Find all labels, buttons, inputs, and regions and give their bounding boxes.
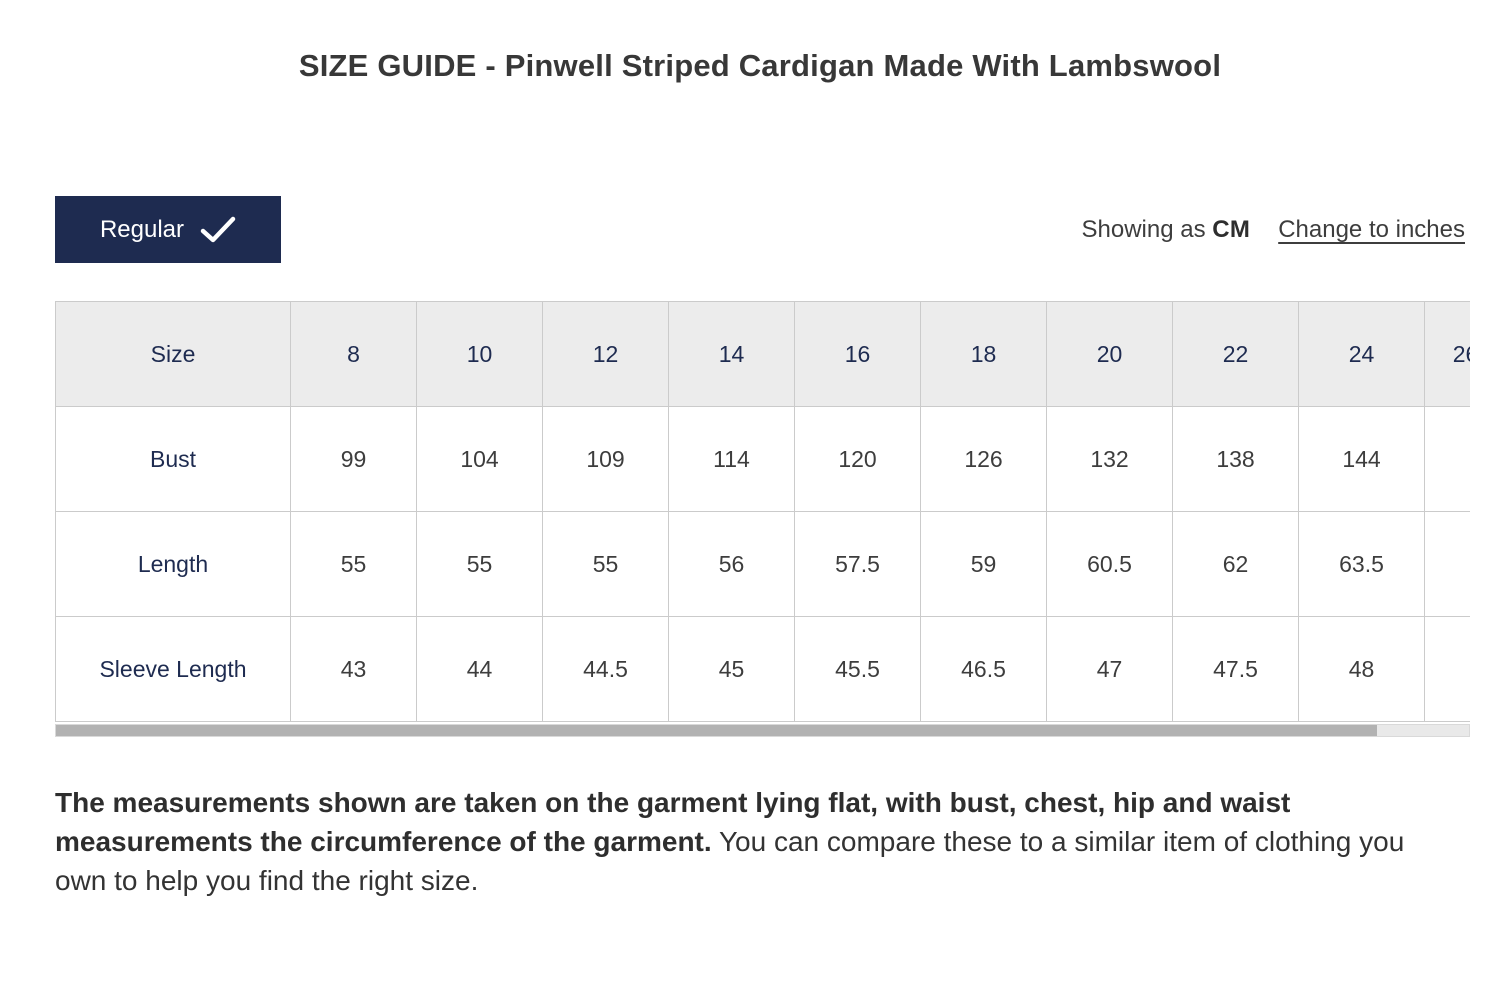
size-header-cell: 16 (794, 301, 921, 407)
size-header-cell: 14 (668, 301, 795, 407)
bust-value-cell: 109 (542, 406, 669, 512)
row-label-bust: Bust (55, 406, 291, 512)
footnote-regular-text: You can compare these to a similar item … (55, 826, 1405, 896)
unit-current: CM (1212, 215, 1251, 243)
length-value-cell: 56 (668, 511, 795, 617)
change-units-link[interactable]: Change to inches (1278, 215, 1465, 243)
sleeve-value-cell: 47 (1046, 616, 1173, 722)
size-header-cell: 22 (1172, 301, 1299, 407)
length-value-cell: 63.5 (1298, 511, 1425, 617)
sleeve-value-cell: 44.5 (542, 616, 669, 722)
length-value-cell: 62 (1172, 511, 1299, 617)
controls-row: Regular Showing as CM Change to inches (55, 196, 1465, 263)
footnote-bold-text: The measurements shown are taken on the … (55, 787, 1291, 857)
bust-value-cell: 126 (920, 406, 1047, 512)
size-header-cell: 18 (920, 301, 1047, 407)
unit-area: Showing as CM Change to inches (1082, 216, 1465, 244)
sleeve-value-cell: 45.5 (794, 616, 921, 722)
bust-value-cell (1424, 406, 1470, 512)
bust-value-cell: 120 (794, 406, 921, 512)
bust-value-cell: 132 (1046, 406, 1173, 512)
bust-value-cell: 99 (290, 406, 417, 512)
size-guide-panel: SIZE GUIDE - Pinwell Striped Cardigan Ma… (55, 48, 1470, 900)
sleeve-value-cell: 46.5 (920, 616, 1047, 722)
row-label-length: Length (55, 511, 291, 617)
sleeve-value-cell (1424, 616, 1470, 722)
size-header-cell: 20 (1046, 301, 1173, 407)
length-value-cell (1424, 511, 1470, 617)
bust-value-cell: 104 (416, 406, 543, 512)
size-header-cell: 8 (290, 301, 417, 407)
horizontal-scrollbar-track[interactable] (55, 724, 1470, 737)
table-row-length: Length 55 55 55 56 57.5 59 60.5 62 63.5 (55, 511, 1470, 617)
size-table: Size 8 10 12 14 16 18 20 22 24 26 Bust 9… (55, 301, 1470, 722)
size-header-cell: 26 (1424, 301, 1470, 407)
sleeve-value-cell: 48 (1298, 616, 1425, 722)
length-value-cell: 57.5 (794, 511, 921, 617)
sleeve-value-cell: 45 (668, 616, 795, 722)
fit-regular-label: Regular (99, 215, 185, 243)
size-header-cell: 10 (416, 301, 543, 407)
table-row-bust: Bust 99 104 109 114 120 126 132 138 144 (55, 406, 1470, 512)
bust-value-cell: 144 (1298, 406, 1425, 512)
size-header-cell: 24 (1298, 301, 1425, 407)
header-size-label: Size (55, 301, 291, 407)
length-value-cell: 55 (542, 511, 669, 617)
check-icon (200, 216, 236, 244)
length-value-cell: 55 (290, 511, 417, 617)
sleeve-value-cell: 44 (416, 616, 543, 722)
table-header-row: Size 8 10 12 14 16 18 20 22 24 26 (55, 301, 1470, 407)
sleeve-value-cell: 43 (290, 616, 417, 722)
measurement-footnote: The measurements shown are taken on the … (55, 783, 1455, 900)
page-title: SIZE GUIDE - Pinwell Striped Cardigan Ma… (298, 48, 1222, 83)
length-value-cell: 59 (920, 511, 1047, 617)
table-row-sleeve-length: Sleeve Length 43 44 44.5 45 45.5 46.5 47… (55, 616, 1470, 722)
sleeve-value-cell: 47.5 (1172, 616, 1299, 722)
horizontal-scrollbar-thumb[interactable] (56, 725, 1378, 736)
unit-status-prefix: Showing as (1081, 215, 1213, 243)
row-label-sleeve-length: Sleeve Length (55, 616, 291, 722)
size-table-scroll-area[interactable]: Size 8 10 12 14 16 18 20 22 24 26 Bust 9… (55, 301, 1470, 722)
length-value-cell: 60.5 (1046, 511, 1173, 617)
fit-regular-button[interactable]: Regular (55, 196, 281, 263)
bust-value-cell: 138 (1172, 406, 1299, 512)
unit-status: Showing as CM (1082, 216, 1251, 244)
length-value-cell: 55 (416, 511, 543, 617)
bust-value-cell: 114 (668, 406, 795, 512)
size-header-cell: 12 (542, 301, 669, 407)
